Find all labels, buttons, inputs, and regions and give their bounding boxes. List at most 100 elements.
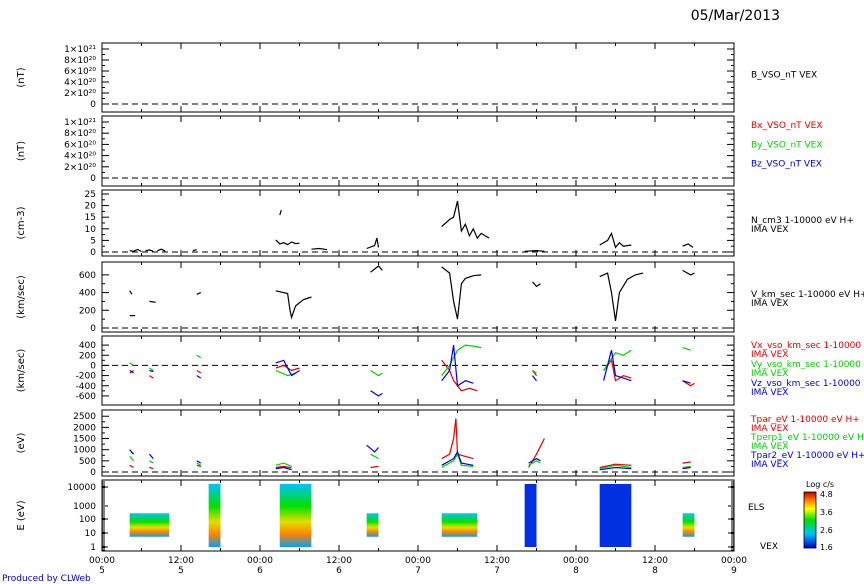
series-label: N_cm3 1-10000 eV H+	[751, 216, 854, 226]
series-line	[441, 359, 478, 392]
series-label: Vy_vso_km_sec 1-10000	[751, 360, 861, 370]
series-label: V_km_sec 1-10000 eV H+	[751, 290, 864, 300]
series-line	[599, 463, 632, 469]
time-tick-label: 00:00	[721, 556, 747, 566]
series-line	[148, 453, 154, 459]
series-line	[441, 418, 474, 460]
series-sublabel: IMA VEX	[751, 225, 788, 235]
series-line	[311, 247, 328, 251]
series-line	[532, 375, 537, 382]
y-axis-label: (km/sec)	[16, 349, 27, 393]
day-tick-label: 7	[415, 566, 421, 576]
y-tick-label: 0	[90, 361, 96, 371]
day-tick-label: 5	[99, 566, 105, 576]
series-line	[275, 290, 312, 320]
series-line	[129, 369, 134, 374]
series-line	[145, 249, 154, 252]
spectrogram-block	[682, 513, 695, 537]
time-tick-label: 12:00	[642, 556, 668, 566]
series-line	[196, 369, 202, 374]
series-line	[129, 456, 135, 462]
series-line	[275, 462, 292, 467]
time-tick-label: 12:00	[484, 556, 510, 566]
time-tick-label: 00:00	[563, 556, 589, 566]
panel-frame	[101, 261, 735, 333]
series-sublabel: IMA VEX	[751, 424, 788, 434]
day-tick-label: 6	[336, 566, 342, 576]
panel-frame	[101, 409, 735, 477]
time-tick-label: 12:00	[326, 556, 352, 566]
series-line	[129, 290, 133, 295]
y-tick-label: 1×10²¹	[64, 45, 96, 55]
colorbar-tick-label: 1.6	[820, 543, 833, 552]
y-tick-label: 8×10²⁰	[64, 129, 96, 139]
series-line	[149, 466, 154, 470]
series-line	[682, 465, 691, 469]
series-line	[196, 292, 202, 295]
series-sublabel: IMA VEX	[751, 299, 788, 309]
series-line	[528, 457, 541, 464]
y-tick-label: 600	[79, 271, 96, 281]
series-line	[196, 375, 202, 379]
y-tick-label: 2×10²⁰	[64, 163, 96, 173]
series-line	[149, 300, 156, 303]
series-line	[370, 265, 383, 273]
series-line	[441, 200, 490, 240]
panel-frame	[101, 42, 735, 113]
series-line	[129, 248, 142, 253]
y-tick-label: 2×10²⁰	[64, 89, 96, 99]
series-line	[275, 359, 300, 377]
y-axis-label: E (eV)	[16, 500, 27, 530]
series-line	[275, 465, 292, 469]
date-label: 05/Mar/2013	[691, 8, 780, 24]
series-line	[370, 465, 379, 469]
spectrogram-block	[524, 484, 537, 547]
series-label: Vz_vso_km_sec 1-10000	[751, 379, 861, 389]
series-sublabel: IMA VEX	[751, 460, 788, 470]
series-label: Bz_VSO_nT VEX	[751, 160, 822, 170]
series-sublabel: IMA VEX	[751, 350, 788, 360]
day-tick-label: 8	[652, 566, 658, 576]
series-line	[528, 460, 541, 466]
colorbar-title: Log c/s	[806, 480, 834, 489]
series-sublabel: IMA VEX	[751, 369, 788, 379]
series-label: Bx_VSO_nT VEX	[751, 121, 823, 131]
series-line	[129, 449, 135, 455]
spectrogram-block	[599, 484, 632, 547]
series-line	[275, 239, 300, 246]
y-tick-label: 0	[90, 174, 96, 184]
series-line	[603, 350, 632, 382]
y-tick-label: 20	[85, 202, 97, 212]
series-line	[524, 249, 545, 252]
panel-frame	[101, 189, 735, 257]
y-tick-label: 2000	[73, 423, 96, 433]
day-tick-label: 9	[731, 566, 737, 576]
time-axis: 00:00512:00500:00612:00600:00712:00700:0…	[89, 556, 747, 576]
y-tick-label: 100	[79, 515, 96, 525]
colorbar: Log c/s4.8 3.6 2.6 1.6	[803, 480, 834, 552]
y-tick-label: -400	[76, 382, 97, 392]
y-tick-label: 6×10²⁰	[64, 67, 96, 77]
day-tick-label: 8	[573, 566, 579, 576]
series-label: Vx_vso_km_sec 1-10000	[751, 341, 861, 351]
y-axis-label: (eV)	[16, 433, 27, 454]
series-line	[366, 237, 380, 250]
y-axis-label: (cm-3)	[16, 206, 27, 239]
series-line	[370, 390, 383, 397]
y-tick-label: 0	[90, 248, 96, 258]
spectrogram-block	[129, 513, 170, 537]
y-tick-label: 1×10²¹	[64, 118, 96, 128]
y-axis-label: (km/sec)	[16, 275, 27, 319]
time-tick-label: 00:00	[89, 556, 115, 566]
y-tick-label: 15	[85, 213, 96, 223]
y-tick-label: 0	[90, 324, 96, 334]
y-tick-label: 6×10²⁰	[64, 140, 96, 150]
y-tick-label: 500	[79, 457, 96, 467]
series-line	[196, 462, 202, 466]
y-tick-label: 10	[85, 225, 97, 235]
series-line	[370, 369, 383, 377]
